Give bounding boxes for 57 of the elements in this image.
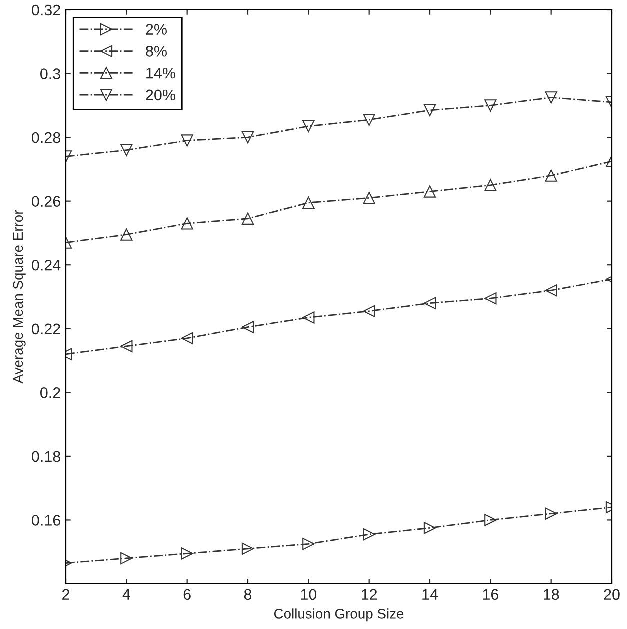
- point: [181, 548, 194, 560]
- point: [484, 514, 497, 526]
- point: [242, 131, 254, 144]
- point: [545, 508, 558, 520]
- x-tick-label: 20: [604, 589, 620, 600]
- legend-label: 2%: [146, 24, 167, 35]
- point: [181, 332, 194, 345]
- x-tick-label: 2: [62, 589, 70, 600]
- point: [484, 292, 497, 305]
- point: [120, 144, 133, 156]
- point: [424, 297, 436, 310]
- x-tick-label: 6: [184, 589, 191, 600]
- y-tick-label: 0.2: [40, 388, 60, 398]
- point: [181, 218, 194, 230]
- x-tick-label: 14: [422, 589, 438, 600]
- point: [484, 100, 497, 112]
- x-tick-label: 4: [122, 589, 130, 600]
- point: [363, 114, 376, 126]
- point: [120, 228, 133, 241]
- point: [302, 538, 315, 550]
- point: [363, 528, 376, 541]
- point: [120, 340, 133, 353]
- legend-label: 8%: [146, 46, 167, 57]
- point: [302, 120, 315, 132]
- y-tick-label: 0.26: [32, 196, 60, 208]
- point: [302, 312, 315, 324]
- point: [120, 552, 133, 565]
- point: [424, 104, 436, 117]
- y-tick-label: 0.24: [32, 260, 61, 271]
- point: [545, 284, 558, 297]
- legend-label: 14%: [146, 68, 176, 79]
- y-tick-label: 0.3: [40, 68, 60, 80]
- y-axis-title: Average Mean Square Error: [13, 210, 26, 384]
- point: [363, 305, 376, 318]
- point: [363, 192, 376, 204]
- x-axis-title: Collusion Group Size: [274, 608, 404, 622]
- point: [545, 170, 558, 182]
- legend-label: 20%: [146, 90, 176, 101]
- point: [242, 542, 254, 555]
- x-tick-label: 12: [362, 589, 378, 600]
- point: [545, 92, 558, 104]
- point: [302, 196, 315, 210]
- x-tick-label: 8: [244, 589, 252, 600]
- point: [424, 186, 436, 198]
- point: [484, 179, 497, 192]
- y-tick-label: 0.28: [32, 132, 60, 144]
- point: [424, 522, 436, 534]
- y-tick-label: 0.18: [32, 451, 60, 462]
- y-tick-label: 0.22: [32, 324, 60, 335]
- point: [242, 321, 254, 334]
- x-tick-label: 16: [483, 589, 498, 600]
- point: [181, 134, 194, 147]
- y-tick-label: 0.32: [32, 4, 60, 16]
- x-tick-label: 10: [301, 589, 317, 600]
- point: [242, 212, 254, 225]
- y-tick-label: 0.16: [32, 515, 60, 526]
- x-tick-label: 18: [544, 589, 560, 600]
